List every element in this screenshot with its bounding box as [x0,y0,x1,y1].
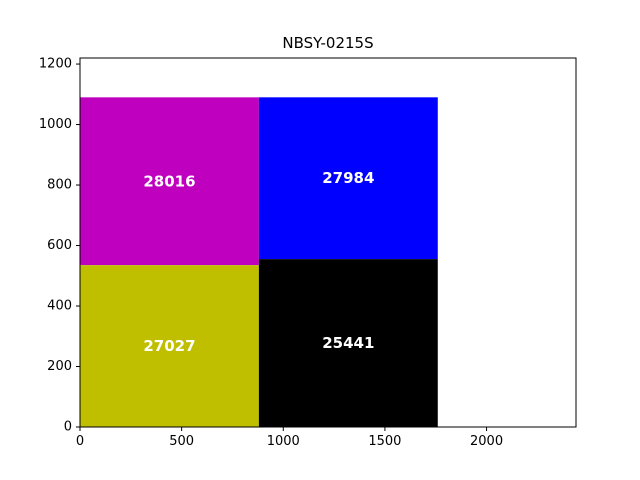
x-tick-label: 500 [169,434,194,449]
cells-layer: 28016 27027 27984 25441 [80,97,438,427]
treemap-cell [258,97,438,260]
y-tick-label: 0 [64,420,72,435]
y-axis: 0 200 400 600 800 1000 1200 [39,57,80,435]
y-tick-label: 800 [47,178,72,193]
chart-title: NBSY-0215S [282,34,373,52]
treemap-cell-label: 27027 [143,337,195,355]
treemap-cell-label: 27984 [322,169,374,187]
y-tick-label: 1200 [39,57,72,72]
treemap-cell [258,259,438,427]
x-tick-label: 1500 [368,434,401,449]
treemap-cell [80,97,259,266]
y-tick-label: 600 [47,238,72,253]
treemap-cell [80,265,259,427]
y-tick-label: 1000 [39,117,72,132]
x-tick-label: 0 [76,434,84,449]
treemap-cell-label: 28016 [143,172,195,190]
y-tick-label: 400 [47,299,72,314]
plot-frame [79,57,577,428]
x-tick-label: 2000 [470,434,503,449]
treemap-cell-label: 25441 [322,334,374,352]
x-tick-label: 1000 [267,434,300,449]
y-tick-label: 200 [47,359,72,374]
x-axis: 0 500 1000 1500 2000 [76,427,503,449]
